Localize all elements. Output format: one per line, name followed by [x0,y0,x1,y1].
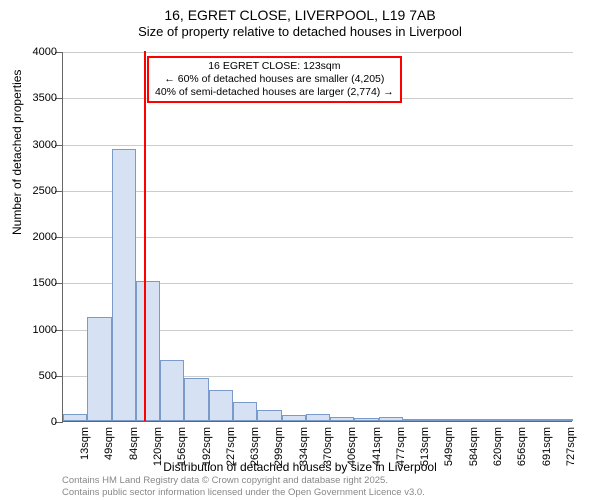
y-tick-label: 2000 [12,231,57,243]
gridline [63,237,573,238]
histogram-bar [160,360,184,421]
x-axis-title: Distribution of detached houses by size … [0,460,600,474]
histogram-bar [209,390,233,421]
legend-line1: 16 EGRET CLOSE: 123sqm [155,60,394,73]
gridline [63,191,573,192]
histogram-bar [354,418,378,421]
property-marker-line [144,51,146,421]
plot-area: 0500100015002000250030003500400013sqm49s… [62,52,572,422]
marker-legend: 16 EGRET CLOSE: 123sqm ← 60% of detached… [147,56,402,103]
histogram-bar [500,419,524,421]
histogram-bar [330,417,354,421]
chart-subtitle: Size of property relative to detached ho… [0,24,600,39]
histogram-bar [136,281,160,421]
histogram-bar [184,378,208,421]
legend-line3: 40% of semi-detached houses are larger (… [155,86,394,99]
y-tick-label: 1500 [12,277,57,289]
histogram-bar [549,419,573,421]
x-tick-label: 49sqm [103,427,115,460]
y-tick-label: 2500 [12,185,57,197]
x-tick-label: 13sqm [79,427,91,460]
y-tick-label: 3000 [12,139,57,151]
histogram-bar [282,415,306,421]
footer-line1: Contains HM Land Registry data © Crown c… [62,475,425,486]
y-tick-label: 1000 [12,324,57,336]
gridline [63,52,573,53]
histogram-bar [233,402,257,421]
histogram-bar [427,419,451,421]
y-tick-label: 0 [12,416,57,428]
histogram-bar [476,419,500,421]
footer-line2: Contains public sector information licen… [62,487,425,498]
y-tick-label: 4000 [12,46,57,58]
histogram-chart: 16, EGRET CLOSE, LIVERPOOL, L19 7AB Size… [0,0,600,500]
gridline [63,145,573,146]
histogram-bar [524,419,548,421]
chart-title: 16, EGRET CLOSE, LIVERPOOL, L19 7AB [0,0,600,24]
legend-line2: ← 60% of detached houses are smaller (4,… [155,73,394,86]
histogram-bar [452,419,476,421]
histogram-bar [257,410,281,421]
attribution-footer: Contains HM Land Registry data © Crown c… [62,475,425,498]
histogram-bar [63,414,87,421]
histogram-bar [379,417,403,421]
y-tick-label: 3500 [12,92,57,104]
y-tick-label: 500 [12,370,57,382]
histogram-bar [403,419,427,421]
histogram-bar [306,414,330,421]
x-tick-label: 84sqm [128,427,140,460]
histogram-bar [87,317,111,421]
histogram-bar [112,149,136,421]
